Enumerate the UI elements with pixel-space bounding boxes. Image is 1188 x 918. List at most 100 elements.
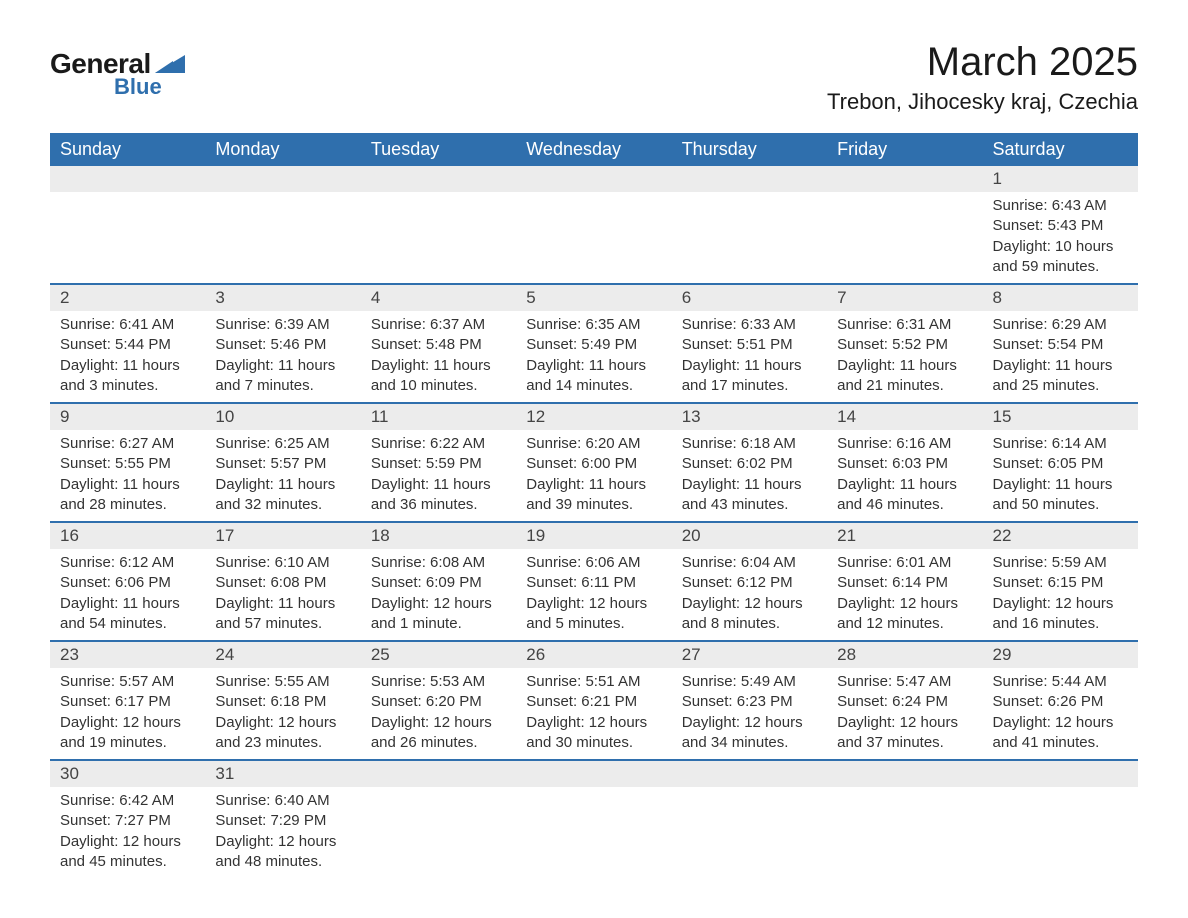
- calendar-table: Sunday Monday Tuesday Wednesday Thursday…: [50, 133, 1138, 878]
- day-sunrise: Sunrise: 6:42 AM: [60, 791, 195, 811]
- week-daynum-row: 16171819202122: [50, 522, 1138, 549]
- day-cell-content: [361, 192, 516, 284]
- week-content-row: Sunrise: 6:41 AMSunset: 5:44 PMDaylight:…: [50, 311, 1138, 403]
- week-daynum-row: 3031: [50, 760, 1138, 787]
- day-daylight2: and 59 minutes.: [993, 257, 1128, 277]
- day-daylight2: and 41 minutes.: [993, 733, 1128, 753]
- day-cell-content: [50, 192, 205, 284]
- day-cell-content: Sunrise: 5:47 AMSunset: 6:24 PMDaylight:…: [827, 668, 982, 760]
- day-cell-num: [672, 166, 827, 192]
- day-cell-content: Sunrise: 6:12 AMSunset: 6:06 PMDaylight:…: [50, 549, 205, 641]
- day-cell-num: [516, 760, 671, 787]
- day-cell-num: 6: [672, 284, 827, 311]
- day-cell-content: Sunrise: 6:43 AMSunset: 5:43 PMDaylight:…: [983, 192, 1138, 284]
- day-cell-content: Sunrise: 6:08 AMSunset: 6:09 PMDaylight:…: [361, 549, 516, 641]
- day-sunrise: Sunrise: 6:29 AM: [993, 315, 1128, 335]
- day-sunrise: Sunrise: 6:27 AM: [60, 434, 195, 454]
- day-cell-num: 30: [50, 760, 205, 787]
- day-sunrise: Sunrise: 6:41 AM: [60, 315, 195, 335]
- day-daylight2: and 17 minutes.: [682, 376, 817, 396]
- day-number: 6: [672, 285, 827, 311]
- day-cell-num: 7: [827, 284, 982, 311]
- day-number: 16: [50, 523, 205, 549]
- logo: General Blue: [50, 48, 185, 100]
- day-number: 22: [983, 523, 1138, 549]
- day-number: 2: [50, 285, 205, 311]
- day-cell-num: 28: [827, 641, 982, 668]
- day-sunset: Sunset: 6:05 PM: [993, 454, 1128, 474]
- day-number: 26: [516, 642, 671, 668]
- day-daylight1: Daylight: 12 hours: [371, 594, 506, 614]
- day-cell-num: 25: [361, 641, 516, 668]
- day-sunset: Sunset: 5:52 PM: [837, 335, 972, 355]
- day-sunset: Sunset: 5:55 PM: [60, 454, 195, 474]
- day-sunset: Sunset: 5:43 PM: [993, 216, 1128, 236]
- day-daylight1: Daylight: 12 hours: [526, 713, 661, 733]
- logo-text-blue: Blue: [114, 74, 185, 100]
- day-cell-content: [983, 787, 1138, 878]
- day-cell-num: [205, 166, 360, 192]
- day-header: Sunday: [50, 133, 205, 166]
- day-daylight1: Daylight: 12 hours: [371, 713, 506, 733]
- day-sunrise: Sunrise: 6:10 AM: [215, 553, 350, 573]
- day-daylight1: Daylight: 11 hours: [371, 475, 506, 495]
- day-daylight2: and 26 minutes.: [371, 733, 506, 753]
- day-sunset: Sunset: 6:09 PM: [371, 573, 506, 593]
- day-daylight1: Daylight: 10 hours: [993, 237, 1128, 257]
- day-header: Monday: [205, 133, 360, 166]
- day-cell-content: Sunrise: 6:39 AMSunset: 5:46 PMDaylight:…: [205, 311, 360, 403]
- day-daylight2: and 39 minutes.: [526, 495, 661, 515]
- day-sunrise: Sunrise: 6:35 AM: [526, 315, 661, 335]
- day-cell-content: Sunrise: 5:44 AMSunset: 6:26 PMDaylight:…: [983, 668, 1138, 760]
- day-cell-num: 31: [205, 760, 360, 787]
- day-number: 31: [205, 761, 360, 787]
- day-number: 17: [205, 523, 360, 549]
- day-sunrise: Sunrise: 6:39 AM: [215, 315, 350, 335]
- day-sunrise: Sunrise: 6:14 AM: [993, 434, 1128, 454]
- day-sunset: Sunset: 6:14 PM: [837, 573, 972, 593]
- day-daylight2: and 1 minute.: [371, 614, 506, 634]
- day-header: Wednesday: [516, 133, 671, 166]
- day-daylight2: and 25 minutes.: [993, 376, 1128, 396]
- day-sunset: Sunset: 7:29 PM: [215, 811, 350, 831]
- day-daylight2: and 34 minutes.: [682, 733, 817, 753]
- day-sunrise: Sunrise: 5:59 AM: [993, 553, 1128, 573]
- week-daynum-row: 1: [50, 166, 1138, 192]
- day-daylight2: and 54 minutes.: [60, 614, 195, 634]
- day-daylight2: and 16 minutes.: [993, 614, 1128, 634]
- day-sunrise: Sunrise: 5:51 AM: [526, 672, 661, 692]
- day-sunrise: Sunrise: 6:43 AM: [993, 196, 1128, 216]
- day-cell-content: Sunrise: 6:14 AMSunset: 6:05 PMDaylight:…: [983, 430, 1138, 522]
- day-cell-content: [516, 787, 671, 878]
- day-sunrise: Sunrise: 6:37 AM: [371, 315, 506, 335]
- day-cell-content: Sunrise: 5:59 AMSunset: 6:15 PMDaylight:…: [983, 549, 1138, 641]
- day-sunrise: Sunrise: 6:01 AM: [837, 553, 972, 573]
- day-number: 11: [361, 404, 516, 430]
- day-cell-num: [983, 760, 1138, 787]
- day-sunset: Sunset: 5:46 PM: [215, 335, 350, 355]
- day-daylight1: Daylight: 11 hours: [837, 356, 972, 376]
- day-cell-num: 12: [516, 403, 671, 430]
- day-daylight2: and 3 minutes.: [60, 376, 195, 396]
- day-cell-content: Sunrise: 6:01 AMSunset: 6:14 PMDaylight:…: [827, 549, 982, 641]
- day-sunrise: Sunrise: 6:25 AM: [215, 434, 350, 454]
- day-cell-content: Sunrise: 6:40 AMSunset: 7:29 PMDaylight:…: [205, 787, 360, 878]
- day-number: 18: [361, 523, 516, 549]
- day-cell-num: [672, 760, 827, 787]
- day-cell-num: 22: [983, 522, 1138, 549]
- day-cell-content: Sunrise: 6:35 AMSunset: 5:49 PMDaylight:…: [516, 311, 671, 403]
- day-daylight2: and 43 minutes.: [682, 495, 817, 515]
- day-cell-content: [205, 192, 360, 284]
- day-daylight1: Daylight: 11 hours: [526, 475, 661, 495]
- day-daylight2: and 8 minutes.: [682, 614, 817, 634]
- day-cell-num: 18: [361, 522, 516, 549]
- day-daylight1: Daylight: 12 hours: [526, 594, 661, 614]
- week-daynum-row: 23242526272829: [50, 641, 1138, 668]
- day-sunset: Sunset: 6:15 PM: [993, 573, 1128, 593]
- day-sunset: Sunset: 5:48 PM: [371, 335, 506, 355]
- day-number: 13: [672, 404, 827, 430]
- day-cell-num: 21: [827, 522, 982, 549]
- day-cell-content: Sunrise: 6:29 AMSunset: 5:54 PMDaylight:…: [983, 311, 1138, 403]
- day-cell-content: Sunrise: 6:33 AMSunset: 5:51 PMDaylight:…: [672, 311, 827, 403]
- day-daylight2: and 50 minutes.: [993, 495, 1128, 515]
